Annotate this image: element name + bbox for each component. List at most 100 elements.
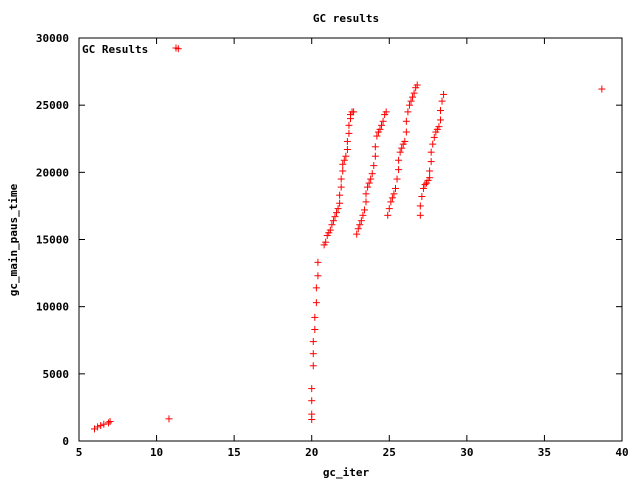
data-point-0-9 — [308, 410, 316, 418]
y-tick-label-2: 10000 — [36, 301, 69, 314]
x-tick-label-1: 10 — [150, 446, 163, 459]
data-point-0-38 — [342, 152, 350, 160]
data-point-0-50 — [357, 217, 365, 225]
data-point-0-26 — [328, 221, 336, 229]
legend-label: GC Results — [82, 43, 148, 56]
data-point-0-53 — [362, 198, 370, 206]
data-point-0-15 — [311, 326, 319, 334]
data-point-0-71 — [387, 198, 395, 206]
data-point-0-37 — [340, 156, 348, 164]
x-tick-label-2: 15 — [228, 446, 241, 459]
x-tick-label-7: 40 — [615, 446, 628, 459]
data-point-0-11 — [308, 385, 316, 393]
x-tick-label-0: 5 — [76, 446, 83, 459]
data-point-0-83 — [402, 117, 410, 125]
data-point-0-31 — [336, 199, 344, 207]
data-point-0-12 — [309, 362, 317, 370]
x-tick-label-4: 25 — [383, 446, 396, 459]
data-point-0-6 — [165, 415, 173, 423]
data-point-0-20 — [314, 258, 322, 266]
data-point-0-42 — [345, 121, 353, 129]
data-point-0-49 — [356, 221, 364, 229]
data-point-0-36 — [339, 160, 347, 168]
data-point-0-109 — [438, 97, 446, 105]
data-point-0-22 — [322, 238, 330, 246]
data-point-0-93 — [418, 193, 426, 201]
data-point-0-57 — [367, 175, 375, 183]
data-point-0-40 — [343, 137, 351, 145]
data-point-0-85 — [405, 101, 413, 109]
data-point-0-108 — [436, 107, 444, 115]
data-point-0-61 — [371, 143, 379, 151]
data-point-0-17 — [312, 299, 320, 307]
x-tick-label-5: 30 — [460, 446, 473, 459]
data-point-0-65 — [378, 121, 386, 129]
data-point-0-106 — [435, 123, 443, 131]
data-point-0-59 — [370, 162, 378, 170]
data-point-0-60 — [371, 152, 379, 160]
data-point-0-46 — [350, 108, 358, 116]
plot-frame — [78, 37, 623, 442]
data-point-0-14 — [309, 338, 317, 346]
y-axis: 0 5000 10000 15000 20000 25000 30000 — [36, 32, 622, 448]
data-point-0-98 — [426, 174, 434, 182]
data-point-0-92 — [416, 202, 424, 210]
x-tick-label-3: 20 — [305, 446, 318, 459]
chart-title: GC results — [313, 12, 379, 25]
data-point-0-68 — [382, 108, 390, 116]
data-point-0-48 — [354, 225, 362, 233]
data-point-0-56 — [365, 179, 373, 187]
data-point-0-55 — [364, 183, 372, 191]
data-point-0-30 — [334, 205, 342, 213]
y-tick-label-1: 5000 — [43, 368, 70, 381]
x-tick-label-6: 35 — [538, 446, 551, 459]
data-point-0-29 — [333, 209, 341, 217]
data-point-0-47 — [353, 230, 361, 238]
data-point-0-13 — [309, 350, 317, 358]
data-point-0-51 — [359, 211, 367, 219]
data-point-0-107 — [436, 116, 444, 124]
data-point-0-90 — [413, 81, 421, 89]
data-point-0-78 — [396, 148, 404, 156]
y-tick-label-6: 30000 — [36, 32, 69, 45]
data-point-0-70 — [385, 205, 393, 213]
y-tick-label-5: 25000 — [36, 99, 69, 112]
data-point-0-35 — [339, 167, 347, 175]
data-point-0-100 — [427, 158, 435, 166]
data-point-0-82 — [402, 128, 410, 136]
data-point-0-73 — [390, 190, 398, 198]
y-tick-label-0: 0 — [62, 435, 69, 448]
data-point-0-32 — [336, 191, 344, 199]
data-points — [91, 45, 606, 433]
data-point-0-2 — [97, 422, 105, 430]
data-point-0-3 — [100, 420, 108, 428]
legend-marker-plus — [172, 44, 180, 52]
data-point-0-95 — [421, 180, 429, 188]
data-point-0-10 — [308, 397, 316, 405]
data-point-0-103 — [430, 133, 438, 141]
y-tick-label-4: 20000 — [36, 166, 69, 179]
data-point-0-86 — [407, 97, 415, 105]
data-point-0-81 — [401, 137, 409, 145]
data-point-0-41 — [345, 129, 353, 137]
data-point-0-66 — [379, 117, 387, 125]
data-point-0-99 — [426, 167, 434, 175]
data-point-0-4 — [104, 419, 112, 427]
data-point-0-72 — [388, 194, 396, 202]
data-point-0-94 — [419, 184, 427, 192]
data-point-0-18 — [312, 284, 320, 292]
data-point-0-62 — [373, 132, 381, 140]
data-point-0-75 — [393, 175, 401, 183]
data-point-0-101 — [427, 148, 435, 156]
data-point-0-110 — [440, 90, 448, 98]
data-point-0-19 — [314, 272, 322, 280]
data-point-0-58 — [368, 170, 376, 178]
data-point-0-84 — [404, 108, 412, 116]
data-point-0-16 — [311, 313, 319, 321]
data-point-0-27 — [329, 217, 337, 225]
y-tick-label-3: 15000 — [36, 234, 69, 247]
data-point-0-52 — [360, 206, 368, 214]
data-point-0-39 — [343, 145, 351, 153]
data-point-0-102 — [429, 140, 437, 148]
